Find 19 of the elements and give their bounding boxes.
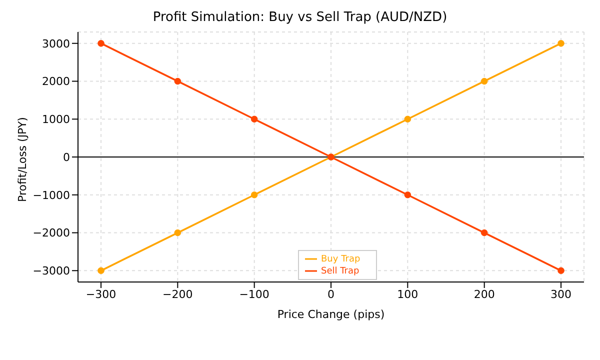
x-tick-label: 0 (328, 288, 334, 301)
x-tick-label: 300 (550, 288, 572, 301)
x-tick-label: −300 (86, 288, 116, 301)
x-tick-label: −100 (239, 288, 270, 301)
y-tick-label: 1000 (42, 113, 70, 126)
x-axis-title: Price Change (pips) (277, 308, 385, 321)
y-tick-label: 2000 (42, 75, 70, 88)
y-tick-label: −1000 (32, 188, 70, 202)
legend-label: Buy Trap (321, 254, 360, 264)
x-tick-label: −200 (162, 288, 193, 301)
x-tick-label: 200 (474, 288, 495, 301)
x-tick-label: 100 (397, 288, 418, 301)
y-tick-label: −2000 (32, 226, 70, 240)
y-tick-label: 3000 (42, 37, 70, 50)
y-tick-label: −3000 (32, 264, 70, 278)
y-axis-title: Profit/Loss (JPY) (16, 117, 29, 202)
y-tick-label: 0 (63, 150, 70, 164)
chart-title: Profit Simulation: Buy vs Sell Trap (AUD/NZD) (152, 9, 448, 27)
legend-label: Sell Trap (321, 266, 360, 276)
